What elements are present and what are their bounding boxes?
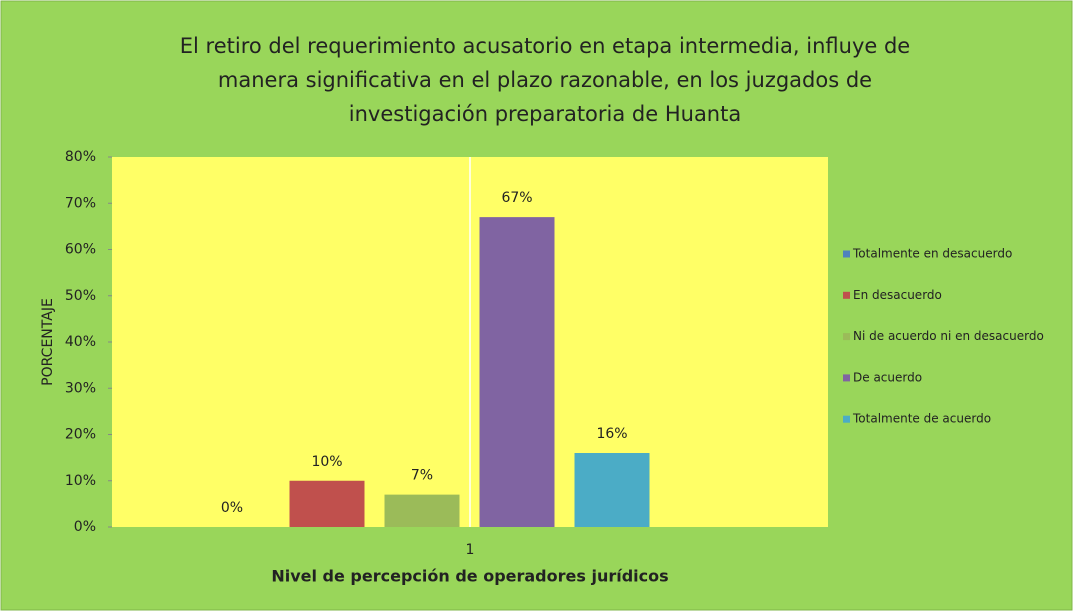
legend-swatch xyxy=(843,415,850,423)
legend-swatch xyxy=(843,374,850,382)
legend-label: Totalmente de acuerdo xyxy=(852,412,991,426)
chart-title: El retiro del requerimiento acusatorio e… xyxy=(180,34,910,58)
y-tick-label: 70% xyxy=(65,195,96,211)
chart-title: investigación preparatoria de Huanta xyxy=(349,102,741,126)
y-tick-label: 0% xyxy=(74,519,96,535)
y-tick-label: 50% xyxy=(65,288,96,304)
y-tick-label: 80% xyxy=(65,149,96,165)
y-tick-label: 20% xyxy=(65,427,96,443)
bar xyxy=(574,453,650,527)
bar xyxy=(479,217,555,527)
legend-label: Ni de acuerdo ni en desacuerdo xyxy=(853,329,1044,343)
y-tick-label: 60% xyxy=(65,242,96,258)
bar xyxy=(384,494,460,527)
legend-swatch xyxy=(843,250,850,258)
value-label: 16% xyxy=(596,426,627,442)
legend-swatch xyxy=(843,333,850,341)
legend-swatch xyxy=(843,291,850,299)
x-axis-label: Nivel de percepción de operadores jurídi… xyxy=(271,567,668,586)
bar xyxy=(289,480,365,527)
value-label: 10% xyxy=(311,454,342,470)
y-tick-label: 10% xyxy=(65,473,96,489)
chart-title: manera significativa en el plazo razonab… xyxy=(218,68,872,92)
value-label: 0% xyxy=(221,500,243,516)
y-tick-label: 40% xyxy=(65,334,96,350)
value-label: 7% xyxy=(411,468,433,484)
legend-label: De acuerdo xyxy=(853,370,922,384)
value-label: 67% xyxy=(501,190,532,206)
y-tick-label: 30% xyxy=(65,380,96,396)
legend-label: En desacuerdo xyxy=(853,288,942,302)
x-tick-label: 1 xyxy=(466,542,475,558)
y-axis-label: PORCENTAJE xyxy=(40,298,56,386)
legend-label: Totalmente en desacuerdo xyxy=(852,247,1012,261)
